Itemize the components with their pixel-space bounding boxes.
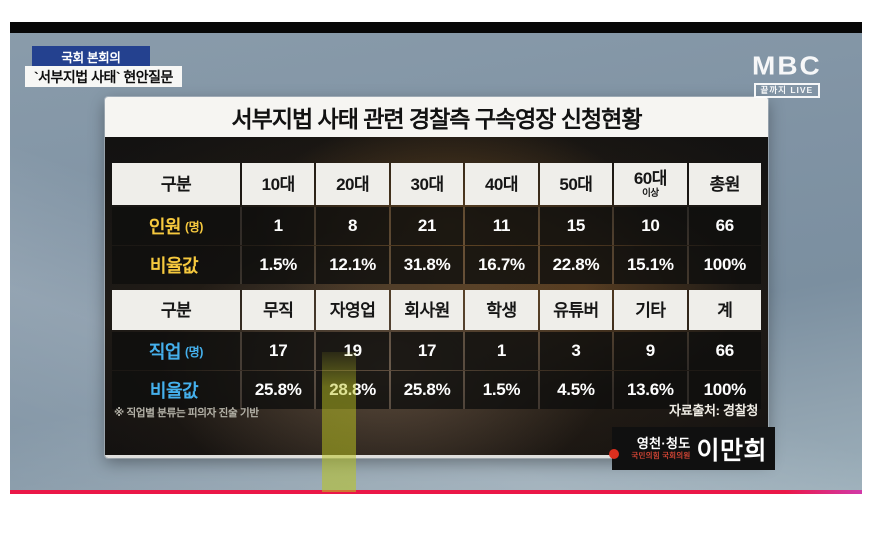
- age-table: 구분 10대 20대 30대 40대 50대 60대 이상 총원 인원 (명): [112, 163, 761, 284]
- occupation-ratio-row: 비율값 25.8% 28.8% 25.8% 1.5% 4.5% 13.6% 10…: [112, 371, 761, 409]
- value-cell: 10: [614, 207, 687, 245]
- value-cell: 22.8%: [539, 246, 613, 284]
- value-cell: 11: [465, 207, 538, 245]
- row-label-cell: 비율값: [112, 246, 240, 284]
- speaker-name: 이만희: [696, 436, 767, 465]
- value-cell: 13.6%: [614, 371, 687, 409]
- header-cell-main: 60대: [633, 168, 668, 188]
- value-cell: 17: [390, 332, 464, 370]
- mbc-logo: MBC 끝까지 LIVE: [752, 51, 822, 99]
- value-cell: 1: [465, 332, 538, 370]
- value-cell: 16.7%: [465, 246, 538, 284]
- header-cell: 40대: [465, 163, 538, 205]
- panel-body: 구분 10대 20대 30대 40대 50대 60대 이상 총원 인원 (명): [105, 137, 768, 458]
- value-cell: 100%: [688, 246, 761, 284]
- header-cell: 구분: [112, 163, 240, 205]
- row-unit: (명): [184, 344, 204, 359]
- header-cell: 학생: [465, 290, 538, 330]
- speaker-party-title: 국민의힘 국회의원: [631, 450, 691, 460]
- row-label-cell: 인원 (명): [112, 207, 240, 245]
- value-cell: 100%: [688, 371, 761, 409]
- value-cell: 1.5%: [465, 371, 538, 409]
- row-label: 비율값: [149, 256, 199, 276]
- value-cell: 9: [614, 332, 687, 370]
- classification-footnote: ※ 직업별 분류는 피의자 진술 기반: [114, 407, 259, 419]
- speaker-nametag: 영천·청도 국민의힘 국회의원 이만희: [609, 427, 775, 470]
- row-unit: (명): [184, 219, 204, 234]
- value-cell: 3: [539, 332, 613, 370]
- age-ratio-row: 비율값 1.5% 12.1% 31.8% 16.7% 22.8% 15.1% 1…: [112, 246, 761, 284]
- header-cell: 20대: [316, 163, 389, 205]
- row-label-cell: 직업 (명): [112, 332, 240, 370]
- infographic-panel: 서부지법 사태 관련 경찰측 구속영장 신청현황 구분 10대 20대 30대 …: [105, 97, 768, 458]
- panel-baseline: [105, 455, 768, 458]
- row-label-cell: 비율값: [112, 371, 240, 409]
- header-cell: 기타: [614, 290, 687, 330]
- value-cell: 66: [688, 207, 761, 245]
- value-cell: 4.5%: [539, 371, 613, 409]
- occupation-table-header: 구분 무직 자영업 회사원 학생 유튜버 기타 계: [112, 290, 761, 330]
- frame-top-bar: [10, 22, 862, 33]
- header-cell: 무직: [242, 290, 315, 330]
- program-banner: 국회 본회의: [32, 46, 150, 66]
- value-cell: 12.1%: [316, 246, 389, 284]
- value-cell: 31.8%: [390, 246, 464, 284]
- header-cell: 회사원: [390, 290, 464, 330]
- header-cell: 총원: [688, 163, 761, 205]
- value-cell: 28.8%: [316, 371, 389, 409]
- header-cell-note: 이상: [642, 187, 659, 199]
- header-cell: 50대: [539, 163, 613, 205]
- value-cell: 17: [242, 332, 315, 370]
- value-cell: 8: [316, 207, 389, 245]
- topic-banner: `서부지법 사태` 현안질문: [25, 66, 182, 87]
- header-cell: 10대: [242, 163, 315, 205]
- age-count-row: 인원 (명) 1 8 21 11 15 10 66: [112, 207, 761, 245]
- occupation-table: 구분 무직 자영업 회사원 학생 유튜버 기타 계 직업 (명) 17 19: [112, 290, 761, 409]
- row-label: 인원: [148, 217, 182, 237]
- panel-title: 서부지법 사태 관련 경찰측 구속영장 신청현황: [105, 97, 768, 137]
- tv-frame: 국회 본회의 `서부지법 사태` 현안질문 MBC 끝까지 LIVE 서부지법 …: [10, 22, 862, 494]
- age-table-header: 구분 10대 20대 30대 40대 50대 60대 이상 총원: [112, 163, 761, 205]
- value-cell: 25.8%: [390, 371, 464, 409]
- header-cell: 구분: [112, 290, 240, 330]
- value-cell: 19: [316, 332, 389, 370]
- value-cell: 1.5%: [242, 246, 315, 284]
- value-cell: 15: [539, 207, 613, 245]
- header-cell: 30대: [390, 163, 464, 205]
- frame-bottom-line: [10, 490, 862, 494]
- speaker-region: 영천·청도: [636, 436, 691, 452]
- row-label: 비율값: [149, 381, 199, 401]
- value-cell: 21: [390, 207, 464, 245]
- header-cell: 계: [688, 290, 761, 330]
- header-cell: 60대 이상: [614, 163, 687, 205]
- occupation-count-row: 직업 (명) 17 19 17 1 3 9 66: [112, 332, 761, 370]
- value-cell: 66: [688, 332, 761, 370]
- data-source: 자료출처: 경찰청: [669, 403, 758, 418]
- value-cell: 25.8%: [242, 371, 315, 409]
- value-cell: 15.1%: [614, 246, 687, 284]
- header-cell: 자영업: [316, 290, 389, 330]
- header-cell: 유튜버: [539, 290, 613, 330]
- red-dot-icon: [609, 449, 619, 459]
- nametag-detail: 영천·청도 국민의힘 국회의원: [631, 437, 690, 460]
- mbc-logo-text: MBC: [752, 51, 822, 80]
- row-label: 직업: [148, 342, 182, 362]
- mbc-live-badge: 끝까지 LIVE: [753, 83, 821, 99]
- value-cell: 1: [242, 207, 315, 245]
